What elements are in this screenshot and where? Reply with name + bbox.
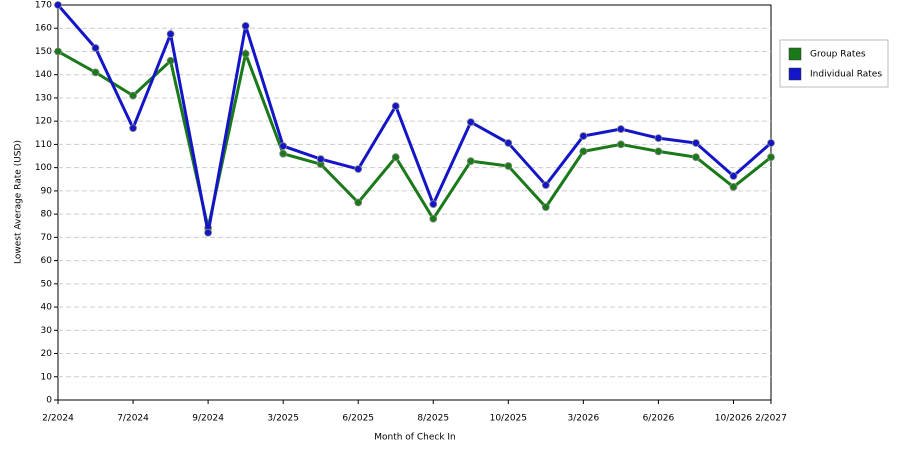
y-tick-label: 40 <box>41 303 53 313</box>
data-point <box>466 118 475 127</box>
data-point <box>91 68 100 77</box>
data-point <box>504 162 513 170</box>
data-point <box>616 125 625 133</box>
data-point <box>654 134 663 143</box>
x-tick-label: 10/2025 <box>490 414 527 424</box>
y-tick-label: 160 <box>35 24 52 34</box>
data-point <box>54 1 62 9</box>
data-point <box>541 203 550 212</box>
data-point <box>129 124 137 133</box>
series-line <box>56 4 772 233</box>
y-tick-label: 140 <box>35 70 52 80</box>
y-tick-label: 20 <box>41 349 53 359</box>
y-tick-label: 90 <box>41 186 53 196</box>
y-tick-label: 120 <box>35 117 52 127</box>
data-point <box>54 47 62 56</box>
data-point <box>541 181 550 189</box>
x-tick-label: 3/2026 <box>568 414 600 424</box>
x-axis-title: Month of Check In <box>374 433 456 443</box>
y-tick-label: 80 <box>41 210 53 220</box>
legend-label: Group Rates <box>810 50 866 60</box>
x-tick-label: 6/2026 <box>643 414 675 424</box>
data-point <box>692 139 700 147</box>
data-point <box>204 228 213 237</box>
data-point <box>729 183 738 191</box>
data-point <box>241 49 250 58</box>
data-point <box>504 139 513 147</box>
y-axis-title: Lowest Average Rate (USD) <box>14 140 24 264</box>
y-tick-label: 60 <box>41 256 53 266</box>
x-tick-label: 6/2025 <box>342 414 374 424</box>
y-tick-label: 70 <box>41 233 53 243</box>
y-tick-label: 0 <box>46 396 52 406</box>
y-tick-label: 130 <box>35 93 52 103</box>
x-tick-label: 10/2026 <box>715 414 753 424</box>
y-tick-label: 110 <box>35 140 52 150</box>
data-point <box>166 56 175 65</box>
data-point <box>129 91 137 100</box>
y-tick-label: 100 <box>35 163 52 173</box>
x-tick-label: 2/2024 <box>42 414 74 424</box>
y-tick-label: 150 <box>35 47 52 57</box>
data-point <box>316 155 325 163</box>
data-point <box>279 149 288 158</box>
x-tick-label: 2/2027 <box>755 414 787 424</box>
legend-label: Individual Rates <box>810 70 882 80</box>
data-point <box>429 200 438 209</box>
data-point <box>391 102 400 110</box>
data-point <box>466 157 475 166</box>
x-tick-label: 9/2024 <box>192 414 224 424</box>
y-tick-label: 30 <box>41 326 53 336</box>
x-tick-label: 7/2024 <box>117 414 149 424</box>
data-point <box>354 165 363 173</box>
data-point <box>654 147 663 156</box>
y-tick-label: 10 <box>41 372 53 382</box>
legend-swatch <box>788 67 802 81</box>
data-point <box>767 139 775 147</box>
data-point <box>579 132 588 140</box>
legend-swatch <box>788 47 802 61</box>
data-point <box>166 30 175 38</box>
data-point <box>241 22 250 30</box>
data-point <box>391 153 400 162</box>
data-point <box>429 214 438 223</box>
data-point <box>91 44 100 52</box>
data-point <box>354 198 363 207</box>
data-point <box>692 153 700 162</box>
series-line <box>57 48 772 229</box>
data-point <box>579 147 588 156</box>
y-tick-label: 50 <box>41 279 53 289</box>
data-point <box>279 142 288 150</box>
x-tick-label: 8/2025 <box>417 414 449 424</box>
x-tick-label: 3/2025 <box>267 414 299 424</box>
y-tick-label: 170 <box>35 1 52 11</box>
data-point <box>729 172 738 180</box>
data-point <box>767 153 775 162</box>
plot-area <box>57 4 772 401</box>
data-point <box>616 140 625 149</box>
